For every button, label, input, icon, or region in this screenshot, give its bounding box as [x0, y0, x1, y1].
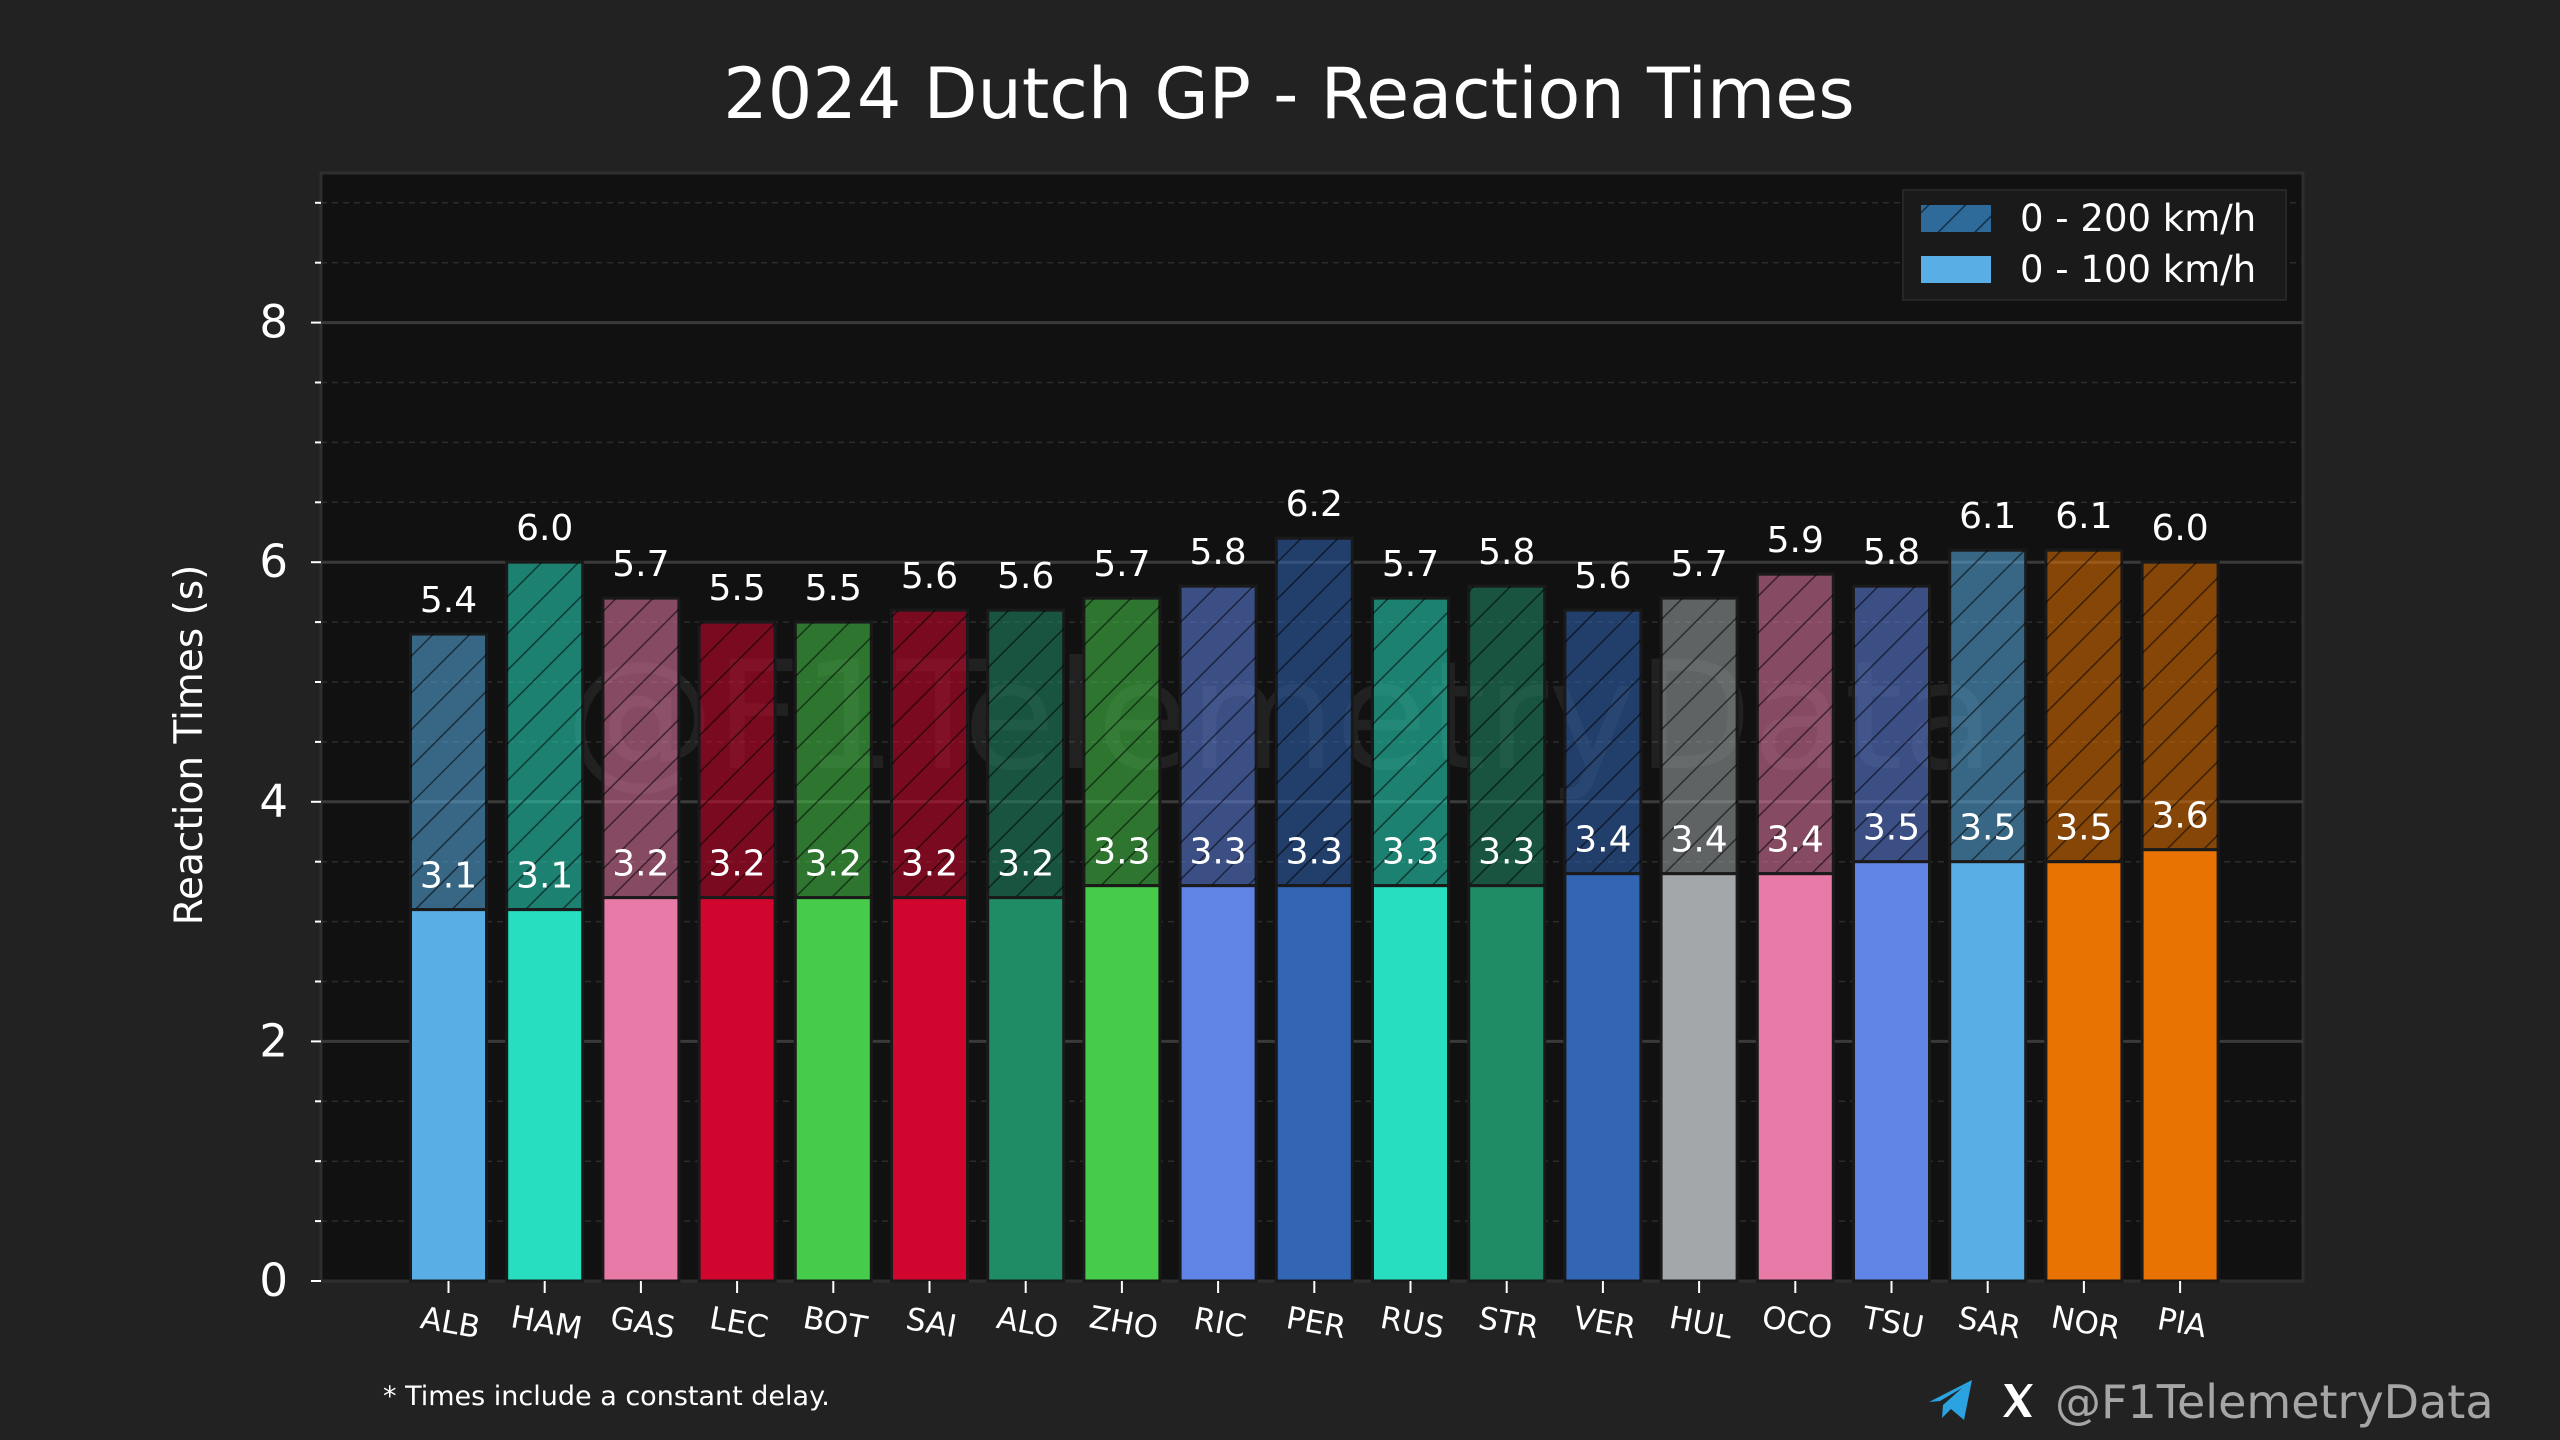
y-tick-label: 8	[259, 296, 288, 349]
bar-hatch-ham	[506, 562, 583, 910]
legend-label-0-200: 0 - 200 km/h	[2020, 197, 2256, 240]
bar-0-100-bot	[793, 896, 873, 1283]
bar-0-100-ric	[1178, 884, 1258, 1283]
label-0-200-ric: 5.8	[1189, 532, 1246, 573]
bar-hatch-sai	[891, 610, 968, 898]
label-0-200-bot: 5.5	[805, 568, 862, 609]
bars	[409, 536, 2220, 1283]
label-0-100-gas: 3.2	[612, 844, 669, 885]
bar-hatch-rus	[1372, 598, 1449, 886]
legend-swatch-hatch	[1921, 205, 1991, 232]
label-0-100-sar: 3.5	[1959, 808, 2016, 849]
label-0-100-per: 3.3	[1286, 832, 1343, 873]
bar-hatch-bot	[795, 622, 872, 898]
bar-0-100-sar	[1948, 860, 2028, 1283]
bar-0-100-alb	[409, 908, 488, 1283]
label-0-100-oco: 3.4	[1767, 820, 1824, 861]
telegram-icon	[1929, 1380, 1972, 1420]
bar-0-100-alo	[986, 896, 1066, 1283]
bar-hatch-alo	[987, 610, 1064, 898]
legend: 0 - 200 km/h 0 - 100 km/h	[1902, 189, 2287, 301]
label-0-100-alo: 3.2	[997, 844, 1054, 885]
legend-swatch-0-100	[1921, 256, 1991, 283]
y-axis-label: Reaction Times (s)	[167, 565, 212, 926]
bar-0-100-lec	[697, 896, 777, 1283]
bar-hatch-tsu	[1853, 586, 1930, 862]
label-0-100-zho: 3.3	[1093, 832, 1150, 873]
label-0-200-tsu: 5.8	[1863, 532, 1920, 573]
label-0-200-zho: 5.7	[1093, 544, 1150, 585]
chart-title: 2024 Dutch GP - Reaction Times	[723, 53, 1854, 135]
bar-0-100-zho	[1082, 884, 1162, 1283]
bar-hatch-hul	[1661, 598, 1738, 874]
bar-0-100-str	[1467, 884, 1547, 1283]
label-0-100-tsu: 3.5	[1863, 808, 1920, 849]
footnote: * Times include a constant delay.	[383, 1381, 830, 1412]
bar-hatch-sar	[1949, 550, 2026, 862]
label-0-200-ver: 5.6	[1574, 556, 1631, 597]
y-tick-label: 6	[259, 535, 288, 588]
label-0-100-rus: 3.3	[1382, 832, 1439, 873]
label-0-200-pia: 6.0	[2151, 508, 2208, 549]
label-0-100-str: 3.3	[1478, 832, 1535, 873]
label-0-200-hul: 5.7	[1670, 544, 1727, 585]
label-0-100-ver: 3.4	[1574, 820, 1631, 861]
bar-value-labels: 5.4 3.1 6.0 3.1 5.7 3.2 5.5 3.2 5.5 3.2 5.6 3.2 5.6 3…	[420, 484, 2209, 896]
label-0-100-alb: 3.1	[420, 856, 477, 897]
bar-0-100-oco	[1755, 872, 1835, 1283]
bar-hatch-ver	[1564, 610, 1641, 874]
bar-0-100-tsu	[1852, 860, 1931, 1283]
label-0-100-sai: 3.2	[901, 844, 958, 885]
bar-0-100-hul	[1659, 872, 1739, 1283]
label-0-100-bot: 3.2	[805, 844, 862, 885]
x-tick-label-ric: RIC	[1191, 1301, 1249, 1346]
label-0-200-lec: 5.5	[708, 568, 765, 609]
bar-0-100-gas	[601, 896, 681, 1283]
bar-0-100-sai	[890, 896, 969, 1283]
label-0-200-alb: 5.4	[420, 580, 477, 621]
label-0-100-hul: 3.4	[1670, 820, 1727, 861]
bar-hatch-zho	[1083, 598, 1160, 886]
label-0-200-gas: 5.7	[612, 544, 669, 585]
bar-0-100-nor	[2044, 860, 2124, 1283]
label-0-100-ham: 3.1	[516, 856, 573, 897]
label-0-200-oco: 5.9	[1767, 520, 1824, 561]
x-icon	[2003, 1384, 2033, 1417]
label-0-200-ham: 6.0	[516, 508, 573, 549]
bar-hatch-ric	[1180, 586, 1257, 886]
bar-hatch-lec	[699, 622, 776, 898]
y-tick-label: 4	[259, 775, 288, 828]
x-tick-label-sai: SAI	[903, 1301, 959, 1345]
label-0-100-nor: 3.5	[2055, 808, 2112, 849]
y-tick-label: 2	[259, 1014, 288, 1067]
bar-0-100-ver	[1563, 872, 1643, 1283]
bar-hatch-gas	[602, 598, 679, 898]
bar-hatch-nor	[2045, 550, 2122, 862]
bar-0-100-per	[1274, 884, 1354, 1283]
label-0-200-per: 6.2	[1286, 484, 1343, 525]
y-tick-label: 0	[259, 1254, 288, 1307]
bar-0-100-rus	[1371, 884, 1450, 1283]
bar-hatch-per	[1276, 538, 1353, 886]
bar-hatch-oco	[1757, 574, 1834, 874]
label-0-200-sai: 5.6	[901, 556, 958, 597]
bar-0-100-ham	[505, 908, 585, 1283]
label-0-200-alo: 5.6	[997, 556, 1054, 597]
bar-hatch-pia	[2142, 562, 2219, 850]
bar-0-100-pia	[2140, 848, 2220, 1283]
label-0-100-ric: 3.3	[1189, 832, 1246, 873]
bar-hatch-str	[1468, 586, 1545, 886]
label-0-100-pia: 3.6	[2151, 796, 2208, 837]
bar-hatch-alb	[410, 634, 487, 910]
x-tick-label-pia: PIA	[2155, 1301, 2210, 1345]
label-0-200-nor: 6.1	[2055, 496, 2112, 537]
legend-label-0-100: 0 - 100 km/h	[2020, 248, 2256, 291]
label-0-200-rus: 5.7	[1382, 544, 1439, 585]
social-handle: @F1TelemetryData	[2055, 1375, 2494, 1429]
label-0-100-lec: 3.2	[708, 844, 765, 885]
label-0-200-sar: 6.1	[1959, 496, 2016, 537]
label-0-200-str: 5.8	[1478, 532, 1535, 573]
